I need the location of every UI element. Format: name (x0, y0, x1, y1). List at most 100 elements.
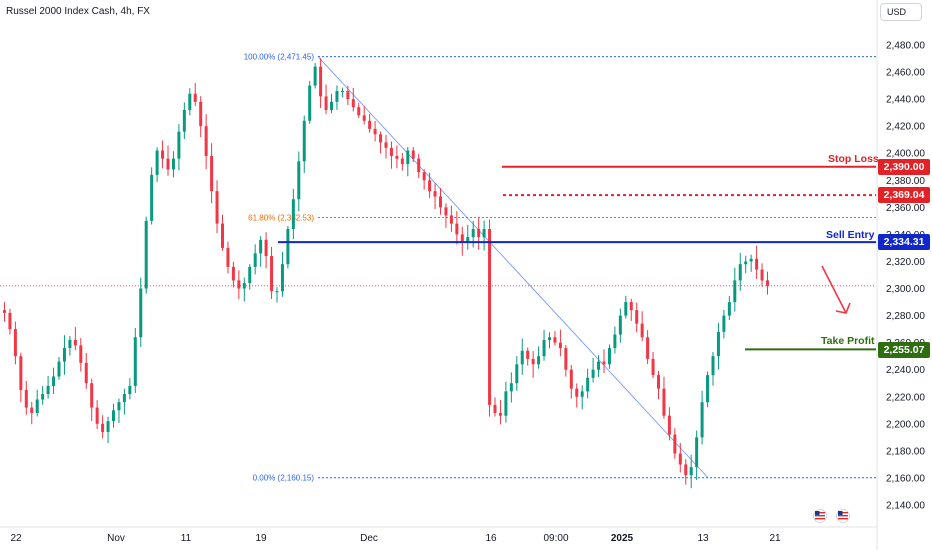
candle-body (19, 356, 23, 390)
candle-body (122, 394, 126, 403)
candle-body (8, 312, 12, 330)
us-flag-canton (815, 511, 820, 515)
currency-button[interactable]: USD (880, 3, 922, 21)
candle-body (716, 331, 720, 357)
candle-body (368, 120, 372, 129)
candle-body (635, 310, 639, 324)
candle-body (171, 158, 175, 170)
candle-body (95, 407, 99, 424)
sell-entry-label: Sell Entry (826, 229, 875, 241)
candle-body (400, 158, 404, 165)
time-axis-label: 16 (485, 533, 497, 544)
candle-body (117, 402, 121, 411)
candle-body (531, 358, 535, 365)
sell-entry-price-tag: 2,334.31 (878, 234, 930, 250)
candle-body (422, 172, 426, 181)
candle-body (57, 361, 61, 377)
time-axis-label: Nov (107, 533, 125, 544)
candle-body (264, 239, 268, 257)
candle-body (215, 191, 219, 224)
price-axis-tick: 2,300.00 (886, 284, 925, 295)
candle-body (597, 361, 601, 370)
candle-body (346, 91, 350, 100)
candle-body (498, 413, 502, 416)
candle-body (607, 348, 611, 365)
candle-body (766, 280, 769, 286)
candle-body (700, 402, 704, 438)
candle-body (253, 253, 257, 267)
candle-body (155, 150, 159, 175)
fib-0-label: 0.00% (2,160.15) (253, 474, 315, 483)
candle-body (46, 385, 50, 395)
intermediate-price-tag: 2,369.04 (878, 187, 930, 203)
candle-body (275, 291, 279, 293)
stop-loss-price-tag: 2,390.00 (878, 159, 930, 175)
candle-body (340, 91, 344, 92)
us-flag-stripe (838, 512, 848, 514)
candle-body (482, 229, 486, 238)
take-profit-price-tag: 2,255.07 (878, 342, 930, 358)
candle-body (144, 220, 148, 289)
candle-body (193, 93, 197, 102)
candle-body (662, 388, 666, 416)
price-axis-tick: 2,460.00 (886, 68, 925, 79)
candle-body (84, 362, 88, 384)
candle-body (471, 229, 475, 238)
candle-body (466, 237, 470, 243)
candle-body (760, 269, 764, 281)
candle-body (439, 196, 442, 208)
candle-body (68, 339, 72, 349)
time-axis-label: 19 (255, 533, 267, 544)
candle-body (695, 437, 699, 468)
time-axis-label: 2025 (611, 533, 634, 544)
candle-body (738, 264, 742, 281)
candle-body (657, 375, 660, 389)
fib-618-label: 61.80% (2,352.53) (248, 213, 314, 222)
candle-body (248, 266, 252, 284)
us-flag-stripe (838, 518, 848, 520)
candle-body (150, 174, 154, 221)
candle-body (280, 264, 284, 292)
price-axis-tick: 2,400.00 (886, 149, 925, 160)
price-axis-tick: 2,380.00 (886, 176, 925, 187)
price-axis-tick: 2,160.00 (886, 473, 925, 484)
candle-body (210, 155, 214, 192)
stop-loss-label: Stop Loss (828, 153, 879, 165)
candle-body (575, 388, 579, 397)
time-axis-label: 22 (10, 533, 22, 544)
candle-body (351, 99, 355, 108)
candle-body (684, 464, 688, 476)
candle-body (526, 350, 530, 359)
candle-body (291, 199, 295, 229)
candle-body (711, 356, 715, 376)
price-axis-tick: 2,420.00 (886, 122, 925, 133)
candle-body (73, 339, 77, 346)
candle-body (520, 350, 524, 365)
candle-body (302, 120, 306, 162)
candle-body (455, 223, 459, 235)
candle-body (41, 394, 45, 400)
candle-body (286, 229, 290, 265)
candle-body (749, 258, 753, 262)
candle-body (553, 337, 557, 343)
take-profit-label: Take Profit (821, 335, 875, 347)
candle-body (30, 407, 34, 413)
candle-body (270, 256, 274, 292)
candle-body (161, 150, 165, 159)
time-axis-label: 13 (697, 533, 709, 544)
candle-body (689, 467, 693, 476)
candle-body (373, 128, 377, 135)
candle-body (755, 258, 759, 270)
price-axis-tick: 2,360.00 (886, 203, 925, 214)
candle-body (297, 161, 301, 200)
candle-body (106, 421, 110, 432)
candle-body (488, 229, 492, 405)
candle-body (433, 191, 437, 197)
candle-body (504, 391, 508, 416)
candle-body (542, 339, 546, 357)
candle-body (199, 101, 203, 127)
candle-body (379, 134, 383, 143)
candle-body (624, 302, 628, 316)
